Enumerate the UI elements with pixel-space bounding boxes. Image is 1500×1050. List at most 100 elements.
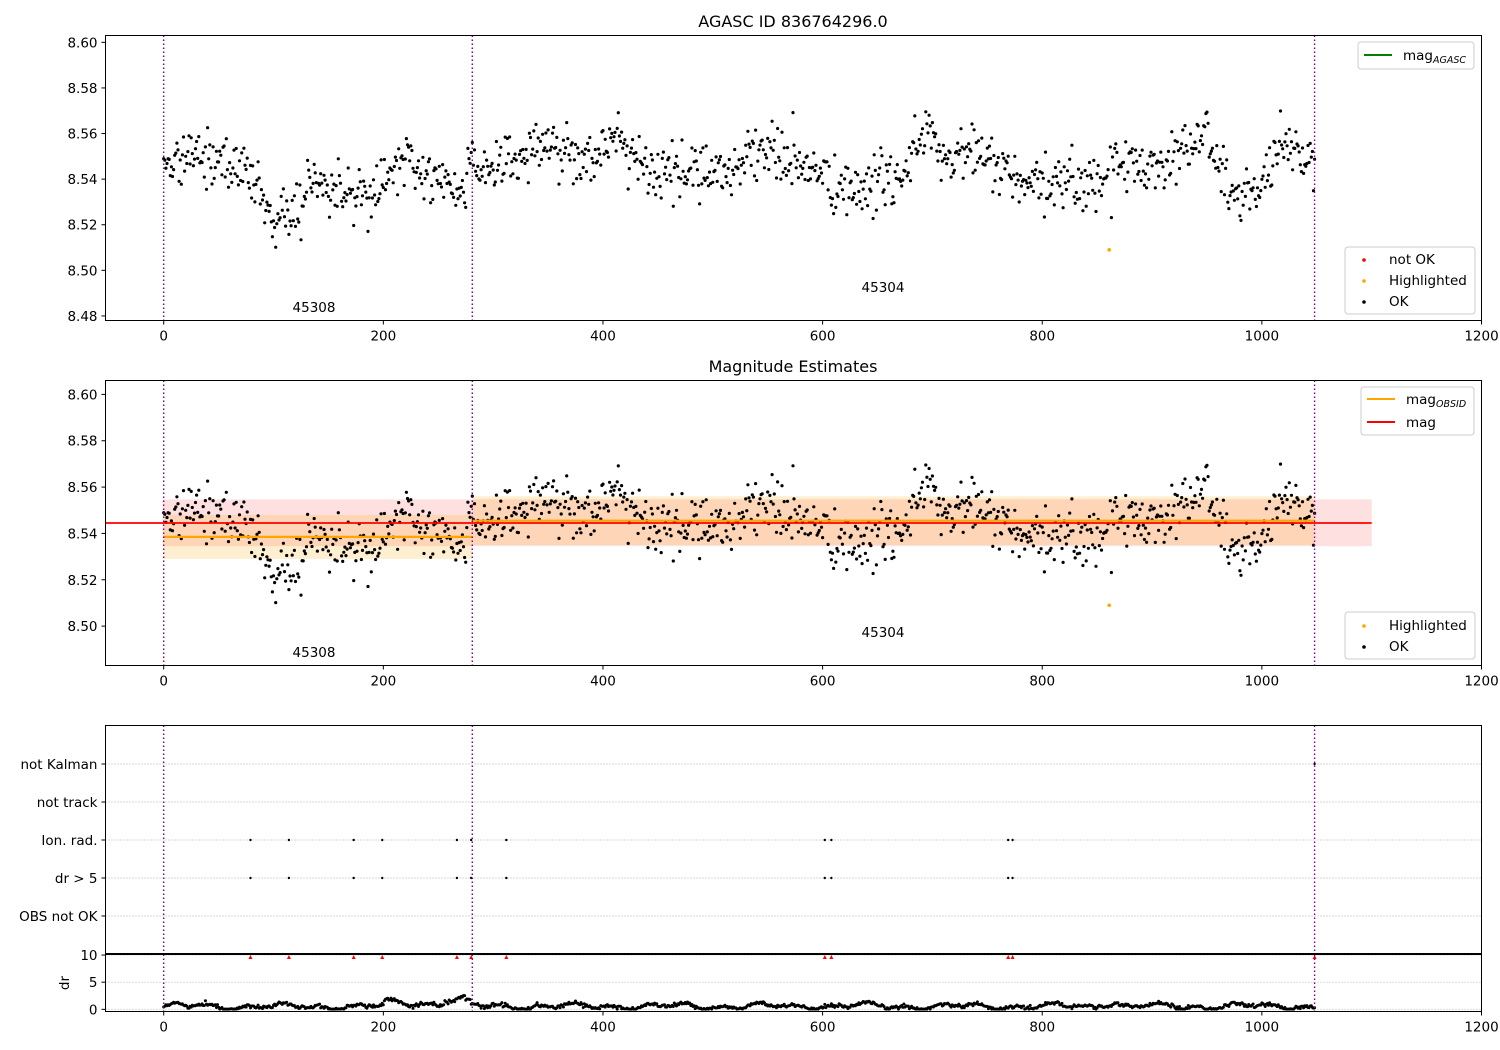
ok-point bbox=[939, 178, 943, 182]
agasc-ytick-label: 8.50 bbox=[67, 263, 97, 279]
ok-point bbox=[729, 193, 734, 197]
ok-point bbox=[1180, 142, 1184, 146]
ok-point bbox=[329, 198, 333, 202]
ok-point bbox=[1259, 189, 1263, 193]
ok-point bbox=[882, 188, 886, 192]
ok-point bbox=[532, 482, 536, 487]
ok-point bbox=[680, 492, 684, 496]
ok-point bbox=[1085, 528, 1089, 532]
ok-point bbox=[185, 161, 189, 166]
ok-point bbox=[1263, 185, 1267, 189]
ok-point bbox=[1297, 504, 1301, 508]
ok-point bbox=[668, 173, 672, 177]
estimates-legend-upper[interactable]: magOBSID mag bbox=[1360, 386, 1475, 436]
ok-point bbox=[929, 146, 933, 150]
ok-point bbox=[419, 172, 423, 176]
ok-point bbox=[196, 156, 200, 160]
ok-point bbox=[673, 516, 678, 520]
ok-point bbox=[905, 528, 909, 532]
agasc-obsid-label-1: 45308 bbox=[293, 300, 336, 316]
ok-point bbox=[777, 155, 781, 159]
ok-point bbox=[174, 151, 178, 155]
ok-point bbox=[1106, 168, 1110, 172]
ok-point bbox=[781, 524, 785, 529]
agasc-ytick-label: 8.48 bbox=[67, 309, 97, 325]
ok-point bbox=[625, 144, 629, 148]
ok-point bbox=[631, 138, 635, 142]
ok-point bbox=[1086, 192, 1090, 196]
ok-point bbox=[761, 148, 765, 152]
ok-point bbox=[789, 515, 793, 519]
ok-point bbox=[728, 183, 733, 188]
agasc-xtick-label: 200 bbox=[370, 329, 396, 345]
ok-point bbox=[474, 523, 478, 528]
ok-point bbox=[1215, 497, 1219, 501]
ok-point bbox=[368, 538, 372, 543]
estimates-legend-lower[interactable]: Highlighted OK bbox=[1344, 611, 1476, 660]
ok-point bbox=[1231, 189, 1235, 193]
ok-point bbox=[1282, 155, 1286, 160]
estimates-boundaries bbox=[163, 380, 1316, 666]
ok-point bbox=[522, 156, 526, 160]
ok-point bbox=[920, 480, 925, 484]
ok-point bbox=[1140, 148, 1144, 152]
ok-point bbox=[508, 489, 512, 493]
ok-point bbox=[284, 579, 288, 583]
ok-point bbox=[1130, 147, 1134, 151]
ok-point bbox=[960, 499, 964, 503]
ok-point bbox=[468, 515, 472, 519]
dr-point bbox=[478, 1004, 482, 1008]
ok-point bbox=[491, 168, 495, 172]
legend-label-highlighted: Highlighted bbox=[1389, 273, 1467, 289]
ion-rad-point bbox=[830, 838, 833, 842]
ok-point bbox=[394, 512, 399, 517]
ok-point bbox=[1071, 174, 1075, 179]
ok-point bbox=[1071, 529, 1075, 533]
ok-point bbox=[993, 179, 997, 183]
ok-point bbox=[621, 146, 625, 150]
ok-point bbox=[1193, 140, 1197, 144]
ok-point bbox=[1046, 551, 1050, 555]
ok-point bbox=[273, 581, 277, 585]
ok-point bbox=[247, 186, 251, 190]
ok-point bbox=[892, 555, 896, 559]
ok-point bbox=[1000, 532, 1004, 536]
ok-point bbox=[292, 194, 296, 198]
ok-point bbox=[907, 146, 912, 150]
ok-point bbox=[446, 527, 450, 531]
ok-point bbox=[1280, 497, 1284, 501]
dr-point bbox=[363, 1003, 367, 1007]
ok-point bbox=[1197, 150, 1201, 154]
ok-point bbox=[598, 506, 602, 510]
ok-point bbox=[452, 195, 456, 199]
ok-point bbox=[591, 515, 595, 519]
agasc-legend-lower[interactable]: not OK Highlighted OK bbox=[1344, 246, 1476, 315]
ok-point bbox=[257, 530, 261, 534]
agasc-legend-upper[interactable]: magAGASC bbox=[1357, 41, 1475, 70]
ok-point bbox=[534, 122, 538, 126]
flags-category-label: Ion. rad. bbox=[41, 833, 97, 849]
ok-point bbox=[1213, 513, 1217, 517]
dr-xtick-label: 0 bbox=[159, 1020, 168, 1036]
ok-point bbox=[801, 166, 805, 170]
ok-point bbox=[1293, 500, 1297, 504]
ok-point bbox=[852, 191, 857, 196]
ok-point bbox=[957, 152, 961, 156]
ok-point bbox=[940, 159, 944, 163]
ok-point bbox=[1058, 538, 1062, 542]
ok-point bbox=[542, 148, 546, 153]
ok-point bbox=[348, 546, 352, 550]
ok-point bbox=[779, 531, 783, 536]
ok-point bbox=[588, 489, 592, 493]
ok-point bbox=[483, 535, 488, 539]
ok-point bbox=[944, 507, 948, 511]
ok-point bbox=[841, 197, 846, 201]
ok-point bbox=[643, 156, 647, 160]
ok-point bbox=[1198, 492, 1202, 496]
ok-point bbox=[946, 157, 950, 161]
ok-point bbox=[1207, 155, 1211, 159]
ok-point bbox=[279, 194, 283, 198]
ok-point bbox=[359, 203, 363, 207]
ok-point bbox=[566, 137, 570, 141]
ok-point bbox=[197, 488, 201, 492]
